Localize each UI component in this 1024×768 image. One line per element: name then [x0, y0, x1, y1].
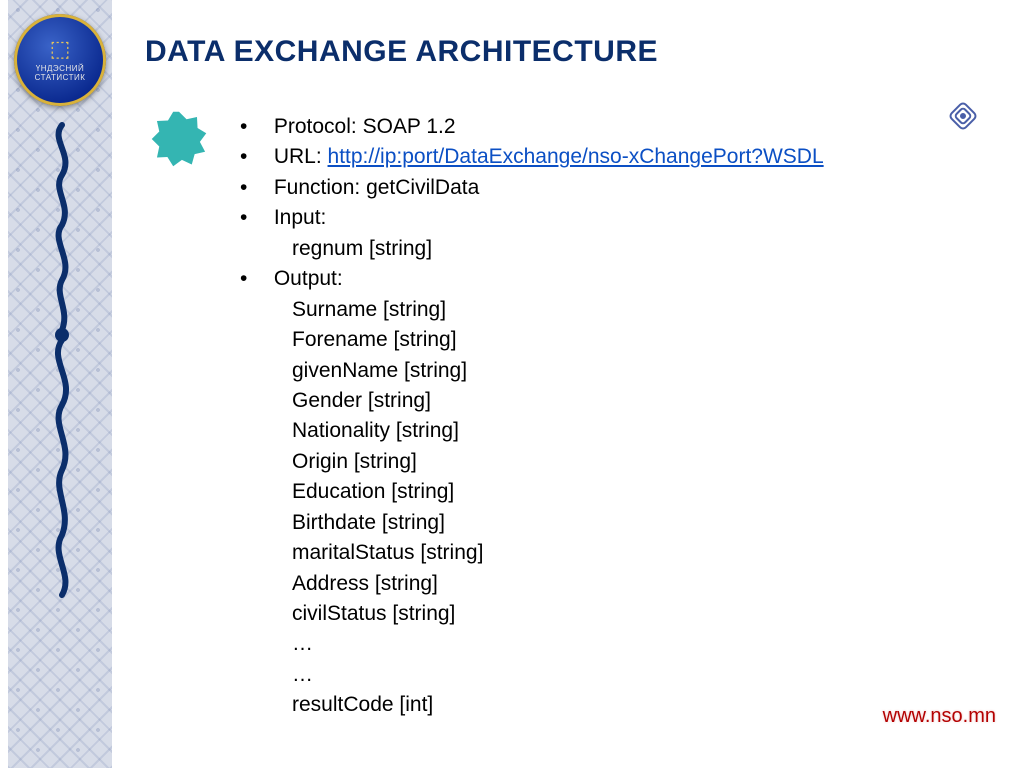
output-list: Surname [string] Forename [string] given…	[230, 295, 984, 721]
output-item: Address [string]	[292, 569, 984, 599]
mongolian-script-icon	[42, 120, 82, 600]
value: getCivilData	[366, 176, 479, 199]
sidebar: ⬚ ҮНДЭСНИЙ СТАТИСТИК	[0, 0, 120, 768]
label: URL:	[274, 145, 328, 168]
bullet-function: Function: getCivilData	[230, 173, 984, 203]
output-item: civilStatus [string]	[292, 599, 984, 629]
label: Function:	[274, 176, 366, 199]
star-bullet-icon	[150, 110, 208, 168]
output-item: Birthdate [string]	[292, 508, 984, 538]
page-title: DATA EXCHANGE ARCHITECTURE	[145, 35, 658, 69]
label: Output:	[274, 267, 343, 290]
emblem-glyph: ⬚	[50, 38, 71, 60]
output-item: …	[292, 660, 984, 690]
url-link[interactable]: http://ip:port/DataExchange/nso-xChangeP…	[328, 145, 824, 168]
output-item: Origin [string]	[292, 447, 984, 477]
bullet-protocol: Protocol: SOAP 1.2	[230, 112, 984, 142]
content-block: Protocol: SOAP 1.2 URL: http://ip:port/D…	[230, 112, 984, 721]
input-list: regnum [string]	[230, 234, 984, 264]
output-item: resultCode [int]	[292, 690, 984, 720]
output-item: Surname [string]	[292, 295, 984, 325]
value: SOAP 1.2	[363, 115, 456, 138]
output-item: …	[292, 629, 984, 659]
bullet-input: Input:	[230, 203, 984, 233]
emblem-logo: ⬚ ҮНДЭСНИЙ СТАТИСТИК	[14, 14, 106, 106]
label: Protocol:	[274, 115, 363, 138]
output-item: Gender [string]	[292, 386, 984, 416]
input-item: regnum [string]	[292, 234, 984, 264]
output-item: Education [string]	[292, 477, 984, 507]
bullet-output: Output:	[230, 264, 984, 294]
output-item: Forename [string]	[292, 325, 984, 355]
output-item: maritalStatus [string]	[292, 538, 984, 568]
bullet-url: URL: http://ip:port/DataExchange/nso-xCh…	[230, 142, 984, 172]
output-item: givenName [string]	[292, 356, 984, 386]
slide: ⬚ ҮНДЭСНИЙ СТАТИСТИК DATA EXCHANGE ARCHI…	[0, 0, 1024, 768]
footer-url[interactable]: www.nso.mn	[883, 705, 996, 728]
output-item: Nationality [string]	[292, 416, 984, 446]
label: Input:	[274, 206, 327, 229]
emblem-text: ҮНДЭСНИЙ СТАТИСТИК	[35, 64, 86, 82]
